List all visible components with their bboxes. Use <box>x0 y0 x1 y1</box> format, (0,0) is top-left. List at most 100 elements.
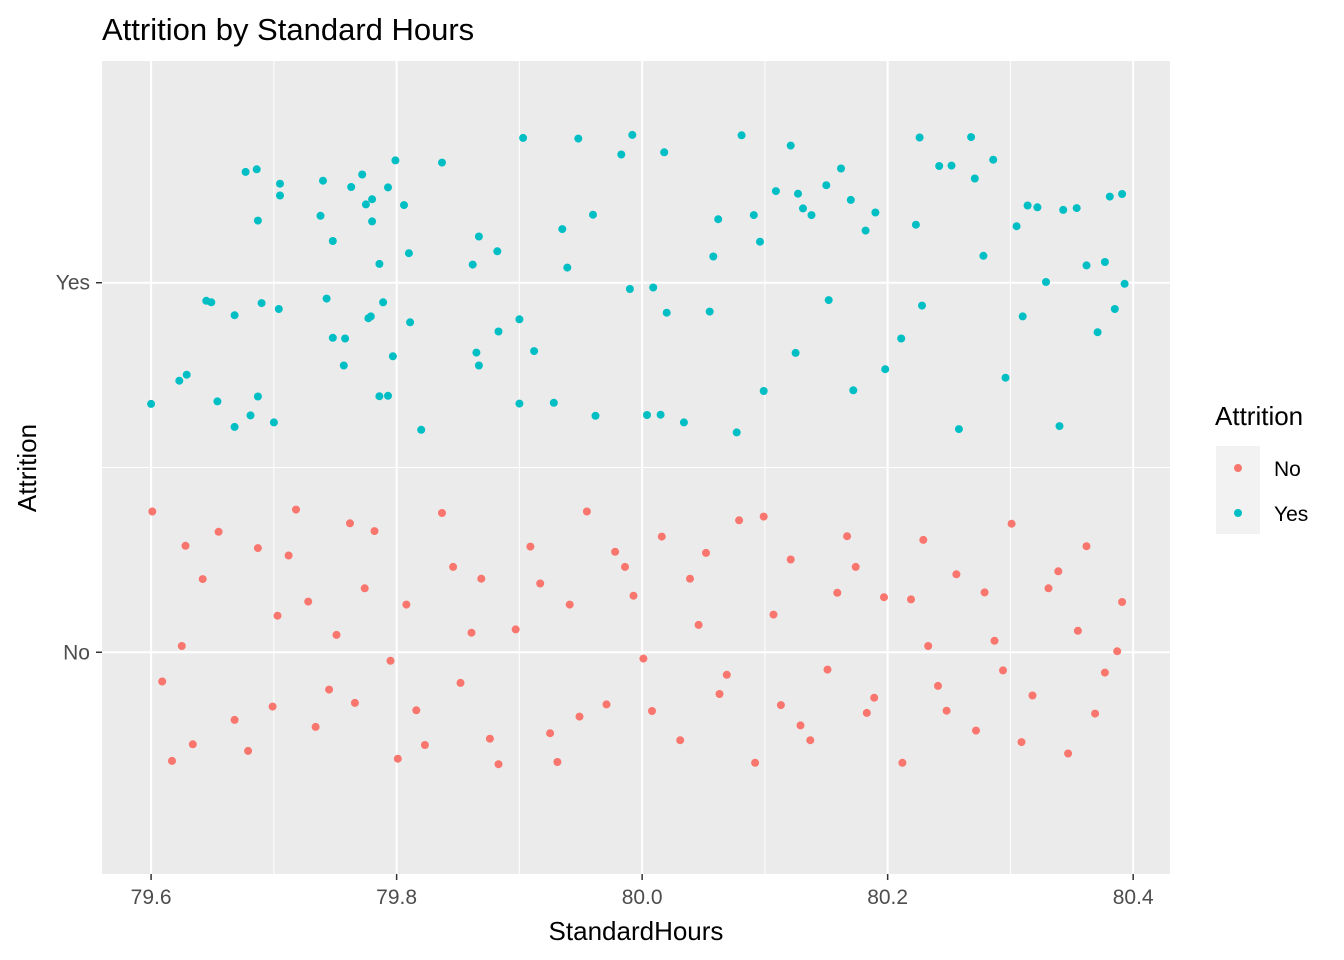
point-no <box>990 636 999 645</box>
point-yes <box>791 348 800 357</box>
point-yes <box>1110 305 1119 313</box>
point-yes <box>384 391 392 400</box>
point-no <box>565 600 574 609</box>
point-no <box>553 758 562 766</box>
point-no <box>823 665 832 674</box>
point-no <box>511 625 520 634</box>
point-no <box>611 547 620 556</box>
point-yes <box>558 225 567 234</box>
point-no <box>1100 668 1109 677</box>
point-yes <box>897 334 906 343</box>
point-yes <box>1033 203 1042 212</box>
point-yes <box>257 299 266 308</box>
point-no <box>311 722 320 731</box>
point-no <box>602 700 611 709</box>
point-yes <box>1018 312 1027 321</box>
point-yes <box>918 301 926 310</box>
point-yes <box>563 263 572 272</box>
point-yes <box>660 148 669 157</box>
point-yes <box>472 348 481 357</box>
point-no <box>1082 542 1091 551</box>
point-no <box>1113 647 1122 656</box>
point-yes <box>589 210 597 219</box>
point-yes <box>361 200 370 209</box>
point-no <box>575 712 584 721</box>
point-yes <box>970 174 979 183</box>
data-points <box>147 130 1129 769</box>
point-yes <box>1120 279 1129 288</box>
point-no <box>412 706 421 715</box>
y-tick-label: No <box>63 641 90 664</box>
point-yes <box>656 410 665 419</box>
point-no <box>621 562 629 571</box>
point-yes <box>881 365 890 374</box>
point-yes <box>253 216 262 225</box>
point-yes <box>368 217 377 226</box>
point-yes <box>276 179 284 188</box>
point-no <box>862 708 871 717</box>
point-no <box>676 736 685 745</box>
point-yes <box>1042 278 1050 286</box>
point-yes <box>824 296 833 305</box>
point-no <box>273 611 282 620</box>
point-yes <box>786 141 795 150</box>
point-no <box>158 677 167 686</box>
legend-marker-yes <box>1234 509 1242 517</box>
point-no <box>786 555 795 564</box>
point-yes <box>799 204 807 213</box>
point-yes <box>732 428 741 437</box>
point-no <box>582 507 591 516</box>
point-yes <box>911 220 920 229</box>
point-yes <box>954 425 963 434</box>
point-yes <box>574 134 583 143</box>
point-no <box>393 754 402 763</box>
point-yes <box>979 251 988 260</box>
point-yes <box>1072 204 1081 213</box>
point-no <box>776 701 785 710</box>
point-yes <box>591 411 600 420</box>
point-no <box>694 620 703 629</box>
point-no <box>769 610 778 619</box>
point-no <box>253 544 262 553</box>
point-no <box>629 591 638 600</box>
point-no <box>494 760 503 769</box>
point-yes <box>316 211 325 220</box>
point-no <box>1017 738 1026 747</box>
point-no <box>942 706 951 715</box>
point-yes <box>989 155 998 164</box>
point-yes <box>253 392 262 401</box>
point-no <box>851 562 860 571</box>
point-yes <box>358 170 367 179</box>
y-tick-label: Yes <box>56 272 90 295</box>
point-yes <box>837 164 845 173</box>
point-yes <box>384 183 392 192</box>
point-no <box>402 600 411 609</box>
point-yes <box>328 237 337 245</box>
point-no <box>833 588 842 597</box>
point-no <box>1064 749 1073 758</box>
point-yes <box>1023 201 1032 210</box>
point-yes <box>643 411 651 419</box>
point-yes <box>391 156 400 165</box>
point-yes <box>147 399 156 408</box>
legend: Attrition No Yes <box>1215 401 1308 534</box>
point-yes <box>494 327 503 336</box>
point-yes <box>474 232 483 241</box>
point-no <box>952 570 961 579</box>
point-yes <box>649 283 658 292</box>
x-axis-title: StandardHours <box>549 916 724 946</box>
point-yes <box>252 165 261 174</box>
point-yes <box>1001 373 1010 382</box>
point-yes <box>756 237 764 246</box>
point-yes <box>1100 258 1109 266</box>
x-tick-label: 79.6 <box>131 886 172 909</box>
point-no <box>759 512 768 521</box>
legend-label-no: No <box>1274 458 1301 481</box>
point-yes <box>328 333 337 342</box>
point-yes <box>1105 192 1114 201</box>
point-yes <box>759 387 768 395</box>
point-no <box>898 758 907 767</box>
point-no <box>1028 691 1037 700</box>
point-yes <box>515 315 524 324</box>
point-no <box>980 588 989 597</box>
